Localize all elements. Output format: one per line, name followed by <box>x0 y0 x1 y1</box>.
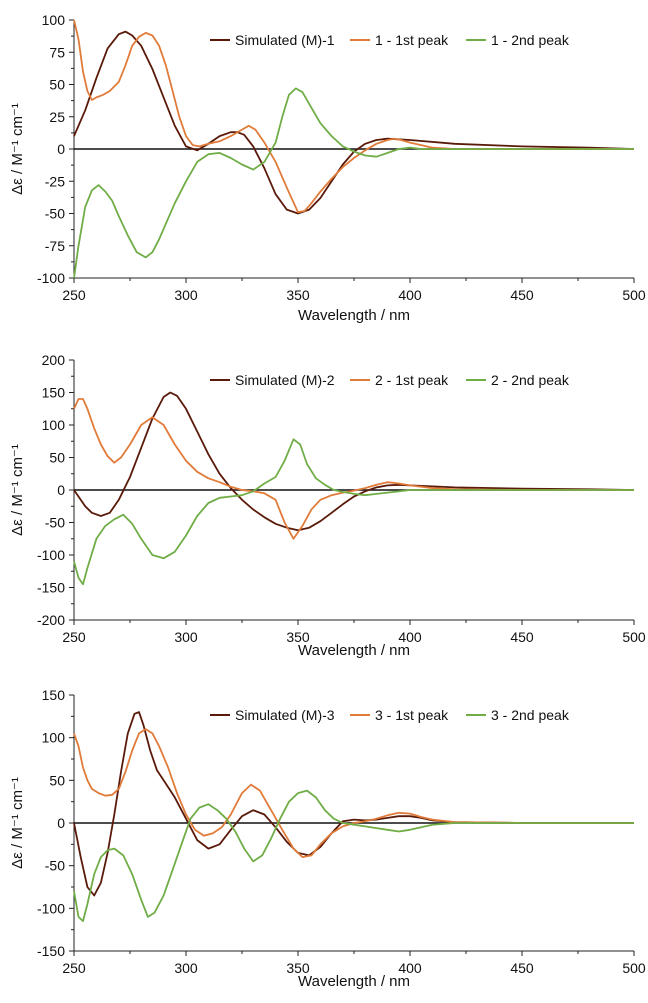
y-tick-label: 0 <box>57 482 65 498</box>
x-tick-label: 250 <box>62 287 86 303</box>
x-tick-label: 250 <box>62 629 86 645</box>
y-tick-label: 50 <box>49 450 65 466</box>
y-tick-label: 100 <box>42 730 66 746</box>
x-tick-label: 500 <box>622 629 646 645</box>
y-tick-label: 0 <box>57 815 65 831</box>
y-tick-label: -150 <box>37 580 65 596</box>
legend-label-1: Simulated (M)-3 <box>235 707 335 723</box>
series-line-1 <box>73 391 635 532</box>
y-tick-label: 150 <box>42 385 66 401</box>
y-tick-label: 150 <box>42 687 66 703</box>
series-line-2 <box>73 19 634 214</box>
x-tick-label: 500 <box>622 287 646 303</box>
y-tick-label: -100 <box>37 270 65 286</box>
y-tick-label: 75 <box>49 44 65 60</box>
x-tick-label: 300 <box>174 629 198 645</box>
x-tick-label: 350 <box>286 287 310 303</box>
y-tick-label: -200 <box>37 612 65 628</box>
x-tick-label: 400 <box>398 629 422 645</box>
x-tick-label: 350 <box>286 960 310 976</box>
y-axis-label: Δε / M⁻¹ cm⁻¹ <box>9 777 26 869</box>
legend-label-2: 2 - 1st peak <box>375 372 449 388</box>
series-line-2 <box>73 398 634 540</box>
legend-label-2: 1 - 1st peak <box>375 32 449 48</box>
legend-label-2: 3 - 1st peak <box>375 707 449 723</box>
legend-label-3: 1 - 2nd peak <box>491 32 570 48</box>
x-tick-label: 500 <box>622 960 646 976</box>
legend-label-3: 2 - 2nd peak <box>491 372 570 388</box>
y-tick-label: 200 <box>42 352 66 368</box>
chart-panel-1: 100 75 50 25 0 -25 -50 -75 -100 250 300 350 400 450 50… <box>0 0 648 335</box>
x-tick-label: 250 <box>62 960 86 976</box>
x-tick-label: 300 <box>174 287 198 303</box>
legend-label-1: Simulated (M)-2 <box>235 372 335 388</box>
y-tick-label: -150 <box>37 943 65 959</box>
y-tick-label: 0 <box>57 141 65 157</box>
y-tick-label: -75 <box>45 238 65 254</box>
y-tick-label: 50 <box>49 77 65 93</box>
y-tick-label: -25 <box>45 173 65 189</box>
series-line-3 <box>73 789 634 922</box>
chart-panel-3: 150 100 50 0 -50 -100 -150 250 300 350 400 450 500 Wa… <box>0 670 648 1003</box>
y-tick-label: 100 <box>42 12 66 28</box>
x-tick-label: 450 <box>510 287 534 303</box>
y-axis-label: Δε / M⁻¹ cm⁻¹ <box>9 103 26 195</box>
x-tick-label: 450 <box>510 960 534 976</box>
x-tick-label: 300 <box>174 960 198 976</box>
x-tick-label: 450 <box>510 629 534 645</box>
x-axis-label: Wavelength / nm <box>298 642 410 659</box>
legend-label-3: 3 - 2nd peak <box>491 707 570 723</box>
y-tick-label: -50 <box>45 515 65 531</box>
x-tick-label: 400 <box>398 287 422 303</box>
y-tick-label: -50 <box>45 858 65 874</box>
y-tick-label: 50 <box>49 772 65 788</box>
series-line-3 <box>73 87 634 279</box>
series-line-3 <box>73 438 634 586</box>
y-tick-label: 100 <box>42 417 66 433</box>
x-tick-label: 400 <box>398 960 422 976</box>
x-axis-label: Wavelength / nm <box>298 973 410 990</box>
series-line-1 <box>73 711 634 897</box>
y-tick-label: 25 <box>49 109 65 125</box>
legend-label-1: Simulated (M)-1 <box>235 32 335 48</box>
x-axis-label: Wavelength / nm <box>298 307 410 324</box>
y-tick-label: -100 <box>37 547 65 563</box>
y-axis-label: Δε / M⁻¹ cm⁻¹ <box>9 444 26 536</box>
series-line-2 <box>73 728 634 858</box>
chart-panel-2: 200 150 100 50 0 -50 -100 -150 -200 250 300 350 400 4… <box>0 335 648 670</box>
y-tick-label: -50 <box>45 206 65 222</box>
series-line-1 <box>73 30 635 215</box>
y-tick-label: -100 <box>37 900 65 916</box>
x-tick-label: 350 <box>286 629 310 645</box>
